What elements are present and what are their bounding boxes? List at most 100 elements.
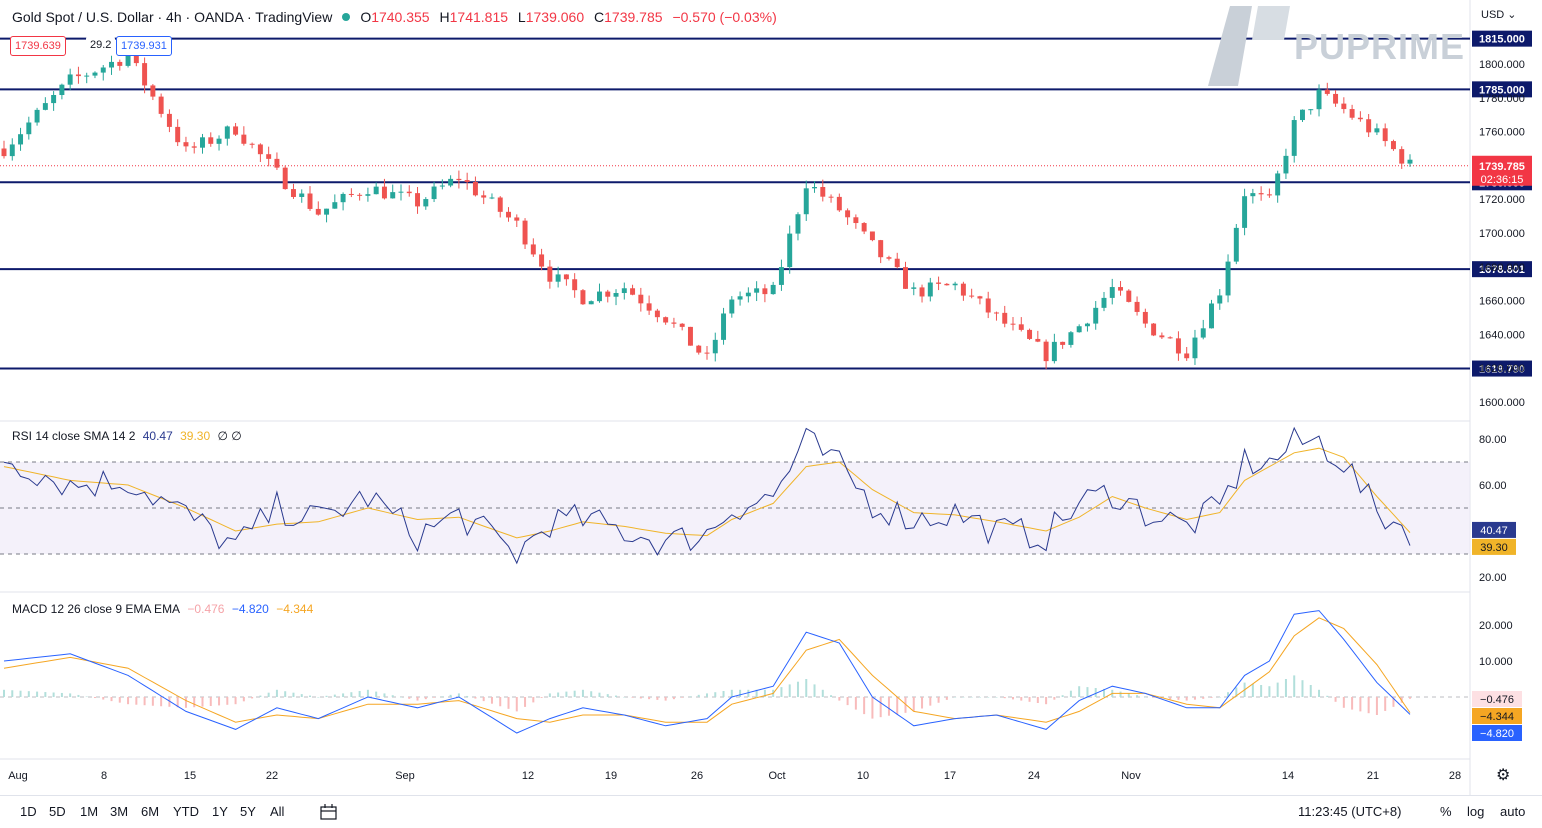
log-toggle[interactable]: log — [1467, 804, 1485, 819]
macd-hist-bar — [127, 697, 130, 705]
tf-5d[interactable]: 5D — [49, 804, 66, 819]
macd-hist-label: −0.476 — [1480, 694, 1514, 706]
rsi-legend[interactable]: RSI 14 close SMA 14 2 40.47 39.30 ∅ ∅ — [12, 429, 242, 443]
tf-all[interactable]: All — [270, 804, 285, 819]
macd-hist-bar — [1334, 697, 1337, 702]
macd-hist-bar — [375, 691, 378, 697]
date-tick: 19 — [605, 770, 617, 782]
candle-body — [1374, 128, 1380, 133]
percent-toggle[interactable]: % — [1440, 804, 1452, 819]
macd-hist-bar — [838, 697, 841, 701]
symbol-title[interactable]: Gold Spot / U.S. Dollar · 4h · OANDA · T… — [12, 9, 333, 25]
tf-1d[interactable]: 1D — [20, 804, 37, 819]
macd-hist-bar — [151, 697, 154, 706]
grid — [0, 0, 1471, 795]
price-axis[interactable]: 1815.0001785.0001730.0001678.6011619.790… — [1472, 30, 1532, 741]
level-label: 1815.000 — [1479, 34, 1525, 46]
candle-body — [332, 202, 338, 209]
candle-body — [1, 148, 7, 157]
macd-hist-bar — [1045, 697, 1048, 705]
macd-hist-bar — [284, 691, 287, 697]
candle-body — [1316, 89, 1322, 110]
macd-hist-bar — [1202, 697, 1205, 699]
macd-hist-bar — [1094, 688, 1097, 697]
chart-canvas[interactable]: 1815.0001785.0001730.0001678.6011619.790… — [0, 0, 1542, 795]
candle-body — [18, 134, 24, 145]
macd-value-label: −4.820 — [1480, 728, 1514, 740]
candle-body — [175, 126, 181, 143]
candle-body — [241, 134, 247, 144]
candle-body — [299, 193, 305, 197]
tf-1m[interactable]: 1M — [80, 804, 99, 819]
candle-body — [415, 193, 421, 207]
macd-hist-bar — [1260, 685, 1263, 697]
clock[interactable]: 11:23:45 (UTC+8) — [1298, 804, 1402, 819]
macd-hist-bar — [1251, 683, 1254, 697]
candle-body — [1258, 193, 1264, 195]
tf-ytd[interactable]: YTD — [173, 804, 199, 819]
macd-value-bg — [1472, 725, 1522, 741]
candle-body — [654, 310, 660, 318]
spread-value: 29.2 — [86, 36, 116, 54]
tf-1y[interactable]: 1Y — [212, 804, 228, 819]
candle-body — [927, 282, 933, 297]
candle-body — [977, 296, 983, 299]
macd-signal-value: −4.344 — [276, 602, 314, 616]
candle-body — [894, 258, 900, 268]
macd-hist-bar — [987, 697, 990, 698]
bottom-toolbar: 1D 5D 1M 3M 6M YTD 1Y 5Y All 11:23:45 (U… — [0, 795, 1542, 828]
brand-name: PUPRIME — [1294, 26, 1466, 67]
sell-button[interactable]: 1739.639 — [10, 36, 66, 56]
candle-body — [266, 154, 272, 159]
horizontal-levels[interactable] — [0, 37, 1470, 370]
rsi-extra: ∅ ∅ — [217, 429, 242, 443]
candle-body — [398, 191, 404, 193]
candle-body — [1002, 312, 1008, 324]
candle-body — [233, 126, 239, 135]
candle-body — [59, 84, 65, 96]
candle-body — [530, 244, 536, 255]
macd-hist-bar — [1326, 695, 1329, 697]
currency-selector[interactable]: USD ⌄ — [1481, 9, 1517, 21]
rsi-sma-bg — [1472, 538, 1516, 555]
macd-hist-bar — [854, 697, 857, 710]
candle-body — [158, 96, 164, 114]
candle-body — [125, 55, 131, 66]
price-tick: 1660.000 — [1479, 296, 1525, 308]
macd-hist-bar — [780, 687, 783, 697]
macd-hist-bar — [1210, 697, 1213, 698]
time-axis[interactable]: Aug 8 15 22 Sep 12 19 26 Oct 10 17 24 Nov 14 21 28 — [8, 770, 1461, 782]
price-tick: 1780.000 — [1479, 93, 1525, 105]
chart-header: Gold Spot / U.S. Dollar · 4h · OANDA · T… — [12, 9, 783, 25]
macd-hist-bar — [1284, 679, 1287, 697]
macd-hist-bar — [995, 697, 998, 698]
tf-6m[interactable]: 6M — [141, 804, 160, 819]
candle-body — [42, 103, 48, 110]
candle-body — [390, 192, 396, 199]
macd-hist-bar — [1003, 697, 1006, 699]
candle-body — [1060, 341, 1066, 345]
macd-hist-bar — [309, 695, 312, 697]
macd-hist-bar — [242, 697, 245, 702]
auto-toggle[interactable]: auto — [1500, 804, 1526, 819]
macd-hist-bar — [449, 694, 452, 697]
macd-hist-bar — [1227, 692, 1230, 697]
tf-5y[interactable]: 5Y — [240, 804, 256, 819]
macd-hist-bar — [1136, 695, 1139, 697]
settings-gear-icon[interactable]: ⚙ — [1496, 767, 1511, 784]
macd-hist-bar — [813, 684, 816, 697]
goto-date-icon[interactable] — [320, 804, 338, 823]
macd-hist-bar — [1293, 675, 1296, 697]
candle-body — [1407, 159, 1413, 164]
candle-body — [117, 61, 123, 66]
buy-button[interactable]: 1739.931 — [116, 36, 172, 56]
macd-hist-bar — [85, 696, 88, 697]
tf-3m[interactable]: 3M — [110, 804, 129, 819]
candle-body — [340, 193, 346, 203]
macd-hist-bar — [1069, 690, 1072, 697]
macd-legend[interactable]: MACD 12 26 close 9 EMA EMA −0.476 −4.820… — [12, 602, 314, 616]
price-tick: 1600.000 — [1479, 397, 1525, 409]
macd-hist-bar — [209, 697, 212, 706]
level-label: 1619.790 — [1479, 364, 1525, 376]
candle-body — [563, 274, 569, 280]
